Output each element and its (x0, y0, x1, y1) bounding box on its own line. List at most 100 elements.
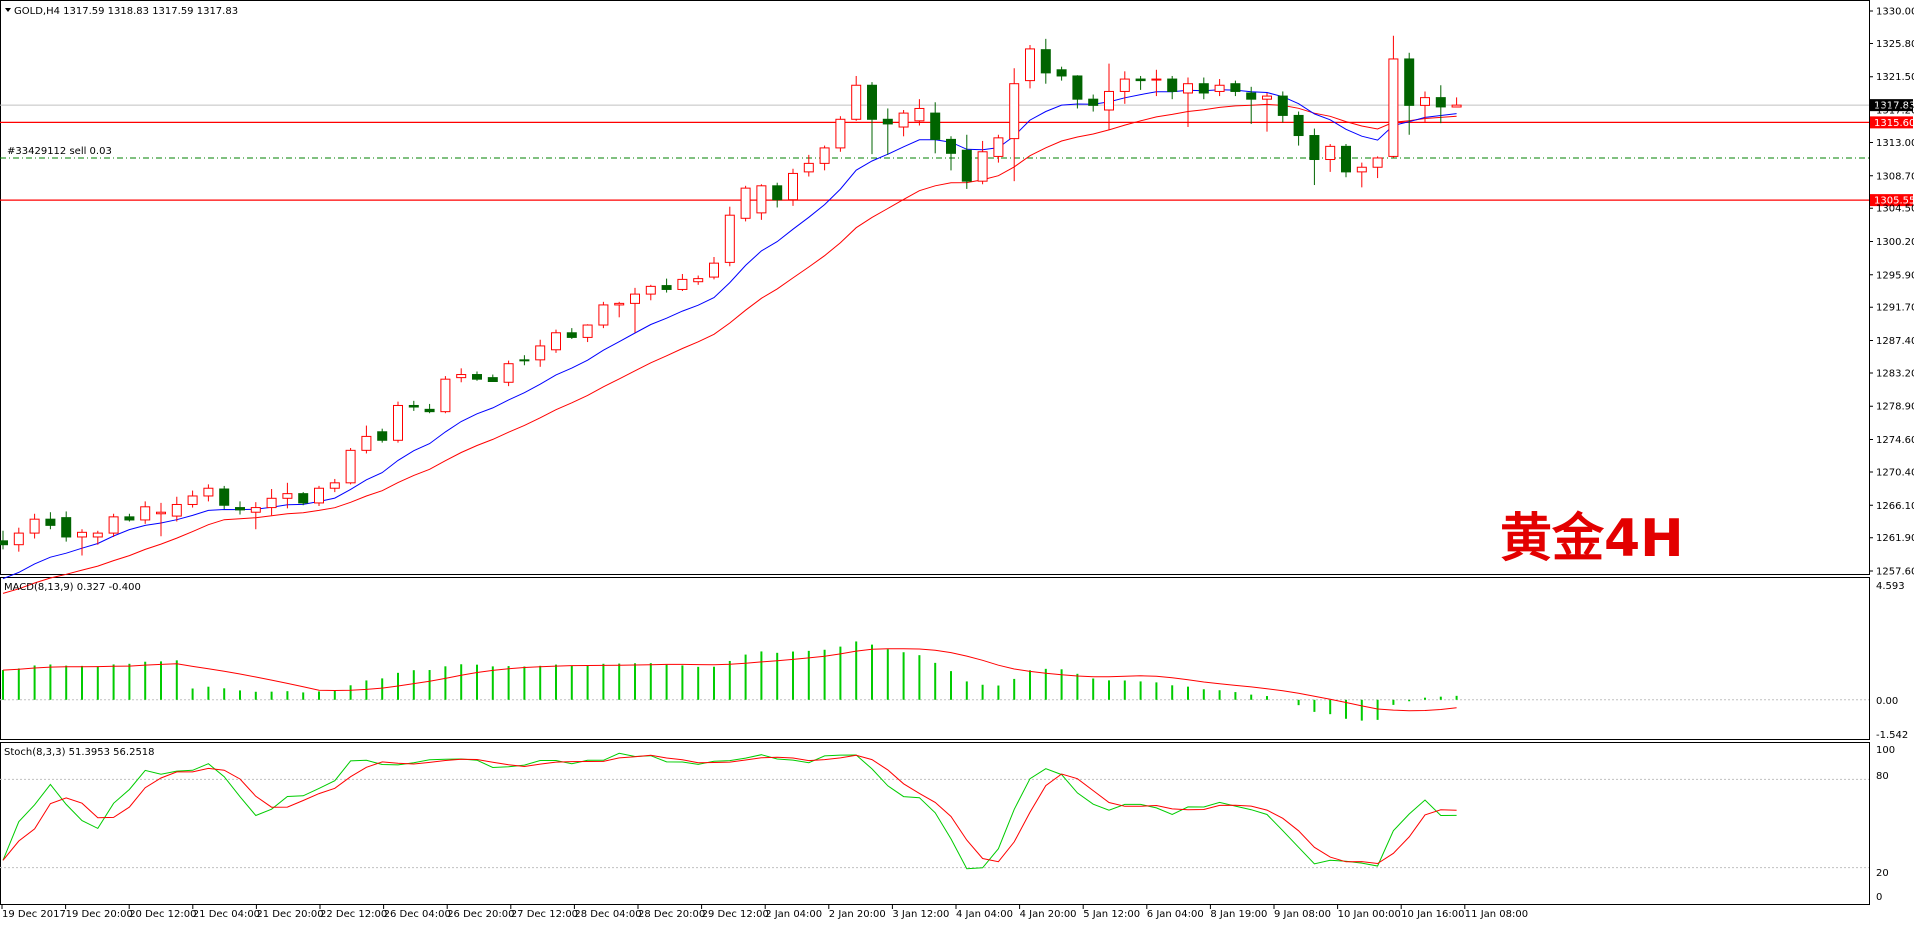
candle-body (108, 516, 119, 534)
candle-body (630, 293, 640, 304)
candle-body (1246, 92, 1257, 100)
candle (13, 527, 24, 552)
time-tick-label: 3 Jan 12:00 (892, 909, 949, 920)
candle (29, 513, 40, 539)
time-tick-label: 9 Jan 08:00 (1274, 909, 1331, 920)
candle-body (345, 449, 356, 484)
candle-body (1451, 104, 1462, 108)
time-tick-label: 2 Jan 20:00 (829, 909, 886, 920)
candle (693, 275, 704, 285)
candle (456, 368, 467, 383)
candle (1056, 66, 1067, 81)
level-price-label: 1315.60 (1874, 118, 1914, 129)
moving-average-slow (2, 103, 1457, 594)
candle (235, 501, 245, 515)
candle (709, 256, 719, 280)
price-pane-header: GOLD,H4 1317.59 1318.83 1317.59 1317.83 (14, 6, 238, 17)
collapse-triangle-icon[interactable] (5, 8, 11, 12)
stoch-tick-0: 0 (1876, 892, 1882, 903)
candle-body (13, 532, 24, 546)
candle-body (282, 493, 293, 499)
price-tick-label: 1321.50 (1876, 72, 1914, 83)
candle-body (1277, 95, 1288, 116)
candle (377, 428, 388, 443)
price-tick-label: 1317.20 (1876, 106, 1914, 117)
candle (1246, 86, 1257, 124)
candle-body (1183, 83, 1193, 94)
candle-body (424, 408, 435, 413)
candle-body (235, 507, 245, 511)
candle (1325, 144, 1336, 172)
time-tick-label: 4 Jan 04:00 (956, 909, 1013, 920)
time-tick-label: 10 Jan 16:00 (1401, 909, 1464, 920)
price-tick-label: 1266.10 (1876, 501, 1914, 512)
candle-body (1040, 49, 1051, 74)
candle (1072, 75, 1083, 109)
candle-body (993, 137, 1004, 157)
candle (187, 490, 198, 508)
time-tick-label: 28 Dec 20:00 (638, 909, 705, 920)
candle (424, 403, 435, 414)
candle (1104, 63, 1114, 131)
candle-body (124, 516, 135, 521)
candle-body (614, 302, 625, 306)
stoch-tick-80: 80 (1876, 771, 1889, 782)
candle-body (503, 363, 514, 383)
candle (108, 513, 119, 537)
candle-body (1262, 95, 1272, 100)
candle (614, 301, 625, 318)
candle-body (1088, 98, 1099, 106)
candle-body (408, 404, 419, 408)
candle (393, 401, 403, 443)
candle-body (1309, 135, 1320, 161)
candle (946, 136, 956, 171)
candle-body (946, 138, 956, 154)
candle-body (1293, 114, 1304, 137)
candle-body (914, 107, 925, 122)
time-tick-label: 11 Jan 08:00 (1465, 909, 1528, 920)
candle-body (1372, 157, 1383, 168)
price-tick-label: 1330.00 (1876, 7, 1914, 18)
candle-body (756, 185, 767, 214)
candle-body (519, 359, 530, 362)
time-tick-label: 20 Dec 12:00 (129, 909, 196, 920)
candle-body (1214, 84, 1225, 92)
candle (788, 168, 798, 206)
candle (1356, 162, 1367, 188)
candle-body (29, 518, 40, 534)
candle (77, 529, 87, 556)
time-tick-label: 19 Dec 20:00 (66, 909, 133, 920)
candle (1183, 77, 1193, 128)
candle (1198, 77, 1209, 100)
candle-body (598, 304, 609, 326)
candle (1388, 35, 1399, 158)
price-tick-label: 1287.40 (1876, 336, 1914, 347)
candle-body (930, 112, 941, 140)
candle-body (1325, 145, 1336, 161)
candle-body (61, 517, 72, 538)
order-label: #33429112 sell 0.03 (7, 146, 112, 157)
candle-body (250, 507, 261, 513)
price-tick-label: 1261.90 (1876, 533, 1914, 544)
candle-body (219, 488, 230, 506)
candle-body (693, 278, 704, 283)
candle (930, 102, 941, 154)
candle (298, 492, 309, 506)
candle-body (472, 374, 482, 380)
candle (203, 484, 214, 502)
candle-body (1341, 145, 1351, 173)
candle (756, 184, 767, 220)
candle-body (788, 172, 798, 201)
candle-body (1151, 78, 1162, 81)
candle (61, 511, 72, 542)
candle (0, 530, 8, 550)
candle (519, 355, 530, 366)
candle (1293, 111, 1304, 146)
candle (156, 502, 166, 537)
candle (440, 376, 451, 414)
time-tick-label: 28 Dec 04:00 (574, 909, 641, 920)
candle (661, 278, 672, 293)
candle (851, 75, 862, 121)
candle (551, 329, 561, 353)
